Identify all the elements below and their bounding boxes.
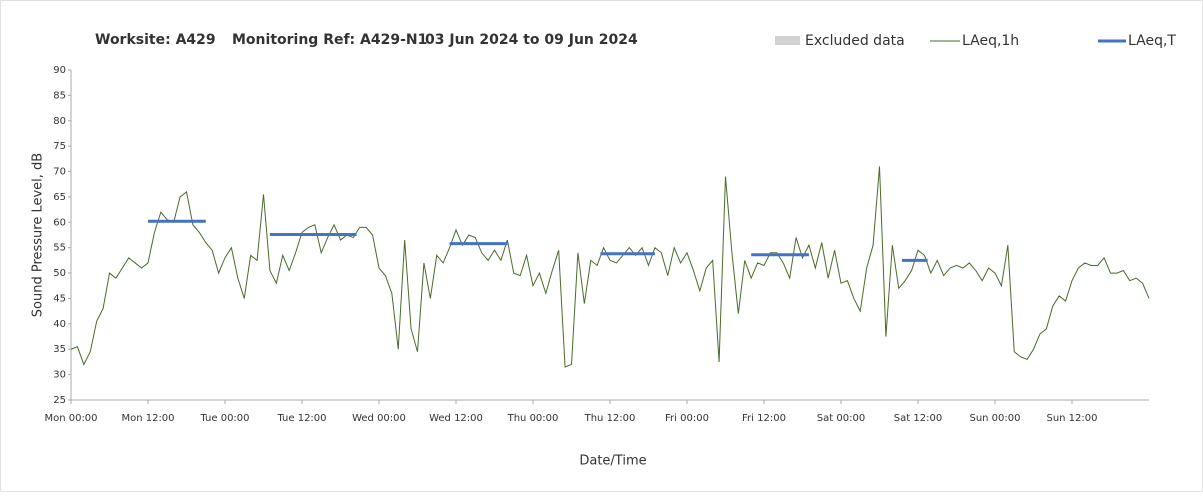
legend-swatch-excluded xyxy=(775,36,800,45)
y-axis-label: Sound Pressure Level, dB xyxy=(31,153,46,317)
x-tick-label: Mon 00:00 xyxy=(44,413,97,424)
x-tick-label: Thu 00:00 xyxy=(507,413,559,424)
y-tick-label: 45 xyxy=(53,293,66,304)
y-tick-label: 90 xyxy=(53,65,66,76)
x-tick-label: Fri 00:00 xyxy=(665,413,709,424)
y-tick-label: 35 xyxy=(53,344,66,355)
y-tick-label: 25 xyxy=(53,395,66,406)
y-tick-label: 65 xyxy=(53,192,66,203)
y-tick-label: 85 xyxy=(53,90,66,101)
legend-label: LAeq,1h xyxy=(962,33,1019,49)
y-tick-label: 50 xyxy=(53,268,66,279)
x-tick-label: Tue 12:00 xyxy=(276,413,326,424)
x-tick-label: Tue 00:00 xyxy=(199,413,249,424)
title-ref: Monitoring Ref: A429-N1 xyxy=(232,32,427,48)
x-tick-label: Fri 12:00 xyxy=(742,413,786,424)
line-series xyxy=(70,166,1150,368)
legend-label: Excluded data xyxy=(805,33,905,49)
x-tick-label: Sat 00:00 xyxy=(817,413,865,424)
legend-label: LAeq,T xyxy=(1128,33,1176,49)
x-tick-label: Sun 00:00 xyxy=(969,413,1020,424)
y-tick-label: 70 xyxy=(53,167,66,178)
x-tick-label: Mon 12:00 xyxy=(121,413,174,424)
x-tick-label: Wed 00:00 xyxy=(352,413,406,424)
y-tick-label: 30 xyxy=(53,370,66,381)
x-tick-label: Sat 12:00 xyxy=(894,413,942,424)
x-tick-label: Sun 12:00 xyxy=(1046,413,1097,424)
title-worksite: Worksite: A429 xyxy=(95,32,216,48)
x-tick-label: Thu 12:00 xyxy=(584,413,636,424)
y-tick-label: 80 xyxy=(53,116,66,127)
y-tick-label: 75 xyxy=(53,141,66,152)
y-tick-label: 55 xyxy=(53,243,66,254)
title-dates: 03 Jun 2024 to 09 Jun 2024 xyxy=(425,32,638,48)
y-tick-label: 60 xyxy=(53,217,66,228)
x-tick-label: Wed 12:00 xyxy=(429,413,483,424)
x-axis-label: Date/Time xyxy=(579,454,646,469)
y-tick-label: 40 xyxy=(53,319,66,330)
